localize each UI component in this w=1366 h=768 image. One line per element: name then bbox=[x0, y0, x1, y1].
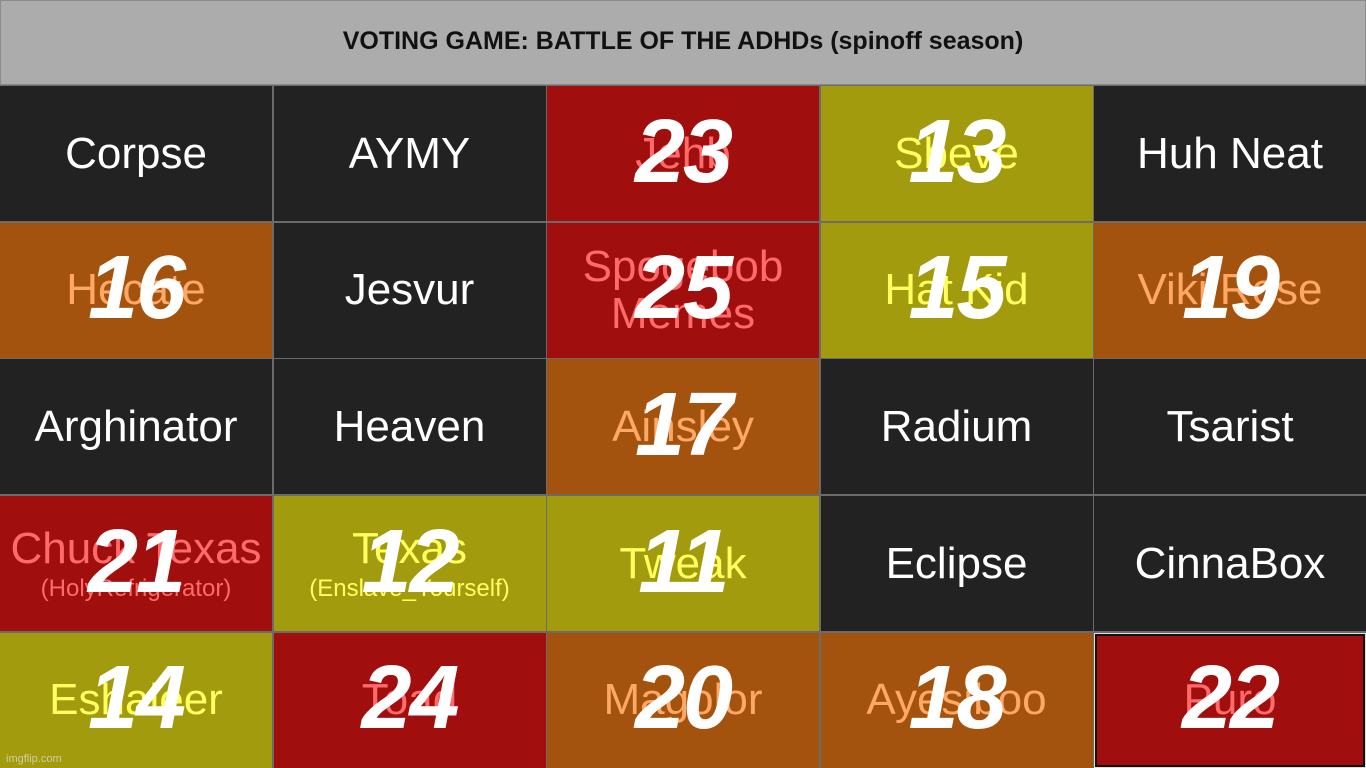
contestant-name: Heaven bbox=[333, 402, 486, 452]
contestant-cell[interactable]: Toad 24 bbox=[273, 632, 546, 768]
contestant-name: AYMY bbox=[348, 128, 471, 178]
elimination-number: 18 bbox=[908, 648, 1006, 749]
contestant-name: Ainsley bbox=[612, 402, 754, 452]
elimination-number: 11 bbox=[638, 511, 729, 612]
contestant-username: (Enslave_Yourself) bbox=[309, 575, 510, 603]
contestant-name: Texas bbox=[352, 523, 467, 573]
contestant-cell[interactable]: Ayesiboo 18 bbox=[820, 632, 1093, 768]
contestant-name: Eclipse bbox=[885, 538, 1028, 588]
elimination-number: 23 bbox=[634, 101, 733, 202]
contestant-name: CinnaBox bbox=[1134, 538, 1326, 588]
contestant-cell[interactable]: Texas (Enslave_Yourself) 12 bbox=[273, 496, 546, 632]
contestant-cell[interactable]: Eshaleer 14 bbox=[0, 632, 272, 768]
page-title: VOTING GAME: BATTLE OF THE ADHDs (spinof… bbox=[342, 27, 1024, 55]
contestant-name: Eshaleer bbox=[49, 675, 223, 725]
elimination-number: 16 bbox=[87, 238, 186, 339]
contestant-username: (HolyRefrigerator) bbox=[40, 575, 232, 603]
elimination-number: 15 bbox=[908, 238, 1006, 339]
contestant-cell[interactable]: Hat Kid 15 bbox=[820, 222, 1093, 358]
elimination-number: 14 bbox=[87, 648, 186, 749]
contestant-name: Huh Neat bbox=[1137, 128, 1323, 178]
contestant-name: Sbeve bbox=[894, 128, 1019, 178]
contestant-cell[interactable]: Hecate 16 bbox=[0, 222, 272, 358]
contestant-cell[interactable]: Puro 22 bbox=[1094, 632, 1366, 768]
contestant-cell[interactable]: Corpse bbox=[0, 86, 272, 221]
contestant-name: Magolor bbox=[603, 675, 763, 725]
contestant-cell[interactable]: Jesvur bbox=[273, 222, 546, 358]
contestant-name: Puro bbox=[1183, 675, 1277, 725]
contestant-name: Toad bbox=[361, 675, 458, 725]
contestant-name: Tsarist bbox=[1166, 402, 1294, 452]
contestant-cell[interactable]: Sbeve 13 bbox=[820, 86, 1093, 221]
contestant-cell[interactable]: Viki Rose 19 bbox=[1094, 222, 1366, 358]
watermark: imgflip.com bbox=[6, 753, 62, 765]
contestant-name: Hat Kid bbox=[884, 265, 1029, 315]
elimination-number: 24 bbox=[361, 648, 459, 749]
contestant-cell[interactable]: Jehb 23 bbox=[547, 86, 819, 221]
contestant-cell[interactable]: Tsarist bbox=[1094, 359, 1366, 495]
contestant-cell[interactable]: CinnaBox bbox=[1094, 496, 1366, 632]
contestant-cell[interactable]: Chuck Texas (HolyRefrigerator) 21 bbox=[0, 496, 272, 632]
contestant-name: Tweak bbox=[619, 538, 747, 588]
elimination-number: 13 bbox=[908, 101, 1006, 202]
elimination-number: 22 bbox=[1181, 648, 1280, 749]
contestant-name: Jesvur bbox=[344, 265, 475, 315]
elimination-number: 25 bbox=[634, 238, 733, 339]
contestant-name: Jehb bbox=[635, 128, 731, 178]
elimination-number: 19 bbox=[1181, 238, 1280, 339]
elimination-number: 21 bbox=[87, 511, 186, 612]
contestant-cell[interactable]: Arghinator bbox=[0, 359, 272, 495]
contestant-cell[interactable]: Heaven bbox=[273, 359, 546, 495]
contestant-cell[interactable]: Spogebob Memes 25 bbox=[547, 222, 819, 358]
contestant-name: Hecate bbox=[66, 265, 206, 315]
elimination-number: 17 bbox=[634, 375, 733, 476]
contestant-cell[interactable]: Tweak 11 bbox=[547, 496, 819, 632]
contestant-name: Radium bbox=[880, 402, 1033, 452]
contestant-cell[interactable]: AYMY bbox=[273, 86, 546, 221]
elimination-number: 20 bbox=[634, 648, 733, 749]
contestant-cell[interactable]: Eclipse bbox=[820, 496, 1093, 632]
contestant-name: Ayesiboo bbox=[866, 675, 1047, 725]
contestant-name: Chuck Texas bbox=[10, 523, 262, 573]
contestant-grid: Corpse AYMY Jehb 23 Sbeve 13 Huh Neat Hecate 16 J… bbox=[0, 86, 1366, 768]
header-bar: VOTING GAME: BATTLE OF THE ADHDs (spinof… bbox=[0, 0, 1366, 85]
contestant-cell[interactable]: Huh Neat bbox=[1094, 86, 1366, 221]
contestant-cell[interactable]: Radium bbox=[820, 359, 1093, 495]
contestant-cell[interactable]: Magolor 20 bbox=[547, 632, 819, 768]
contestant-name: Corpse bbox=[65, 128, 207, 178]
contestant-name: Spogebob Memes bbox=[582, 241, 784, 339]
contestant-name: Viki Rose bbox=[1137, 265, 1323, 315]
elimination-number: 12 bbox=[361, 511, 459, 612]
contestant-cell[interactable]: Ainsley 17 bbox=[547, 359, 819, 495]
contestant-name: Arghinator bbox=[34, 402, 238, 452]
